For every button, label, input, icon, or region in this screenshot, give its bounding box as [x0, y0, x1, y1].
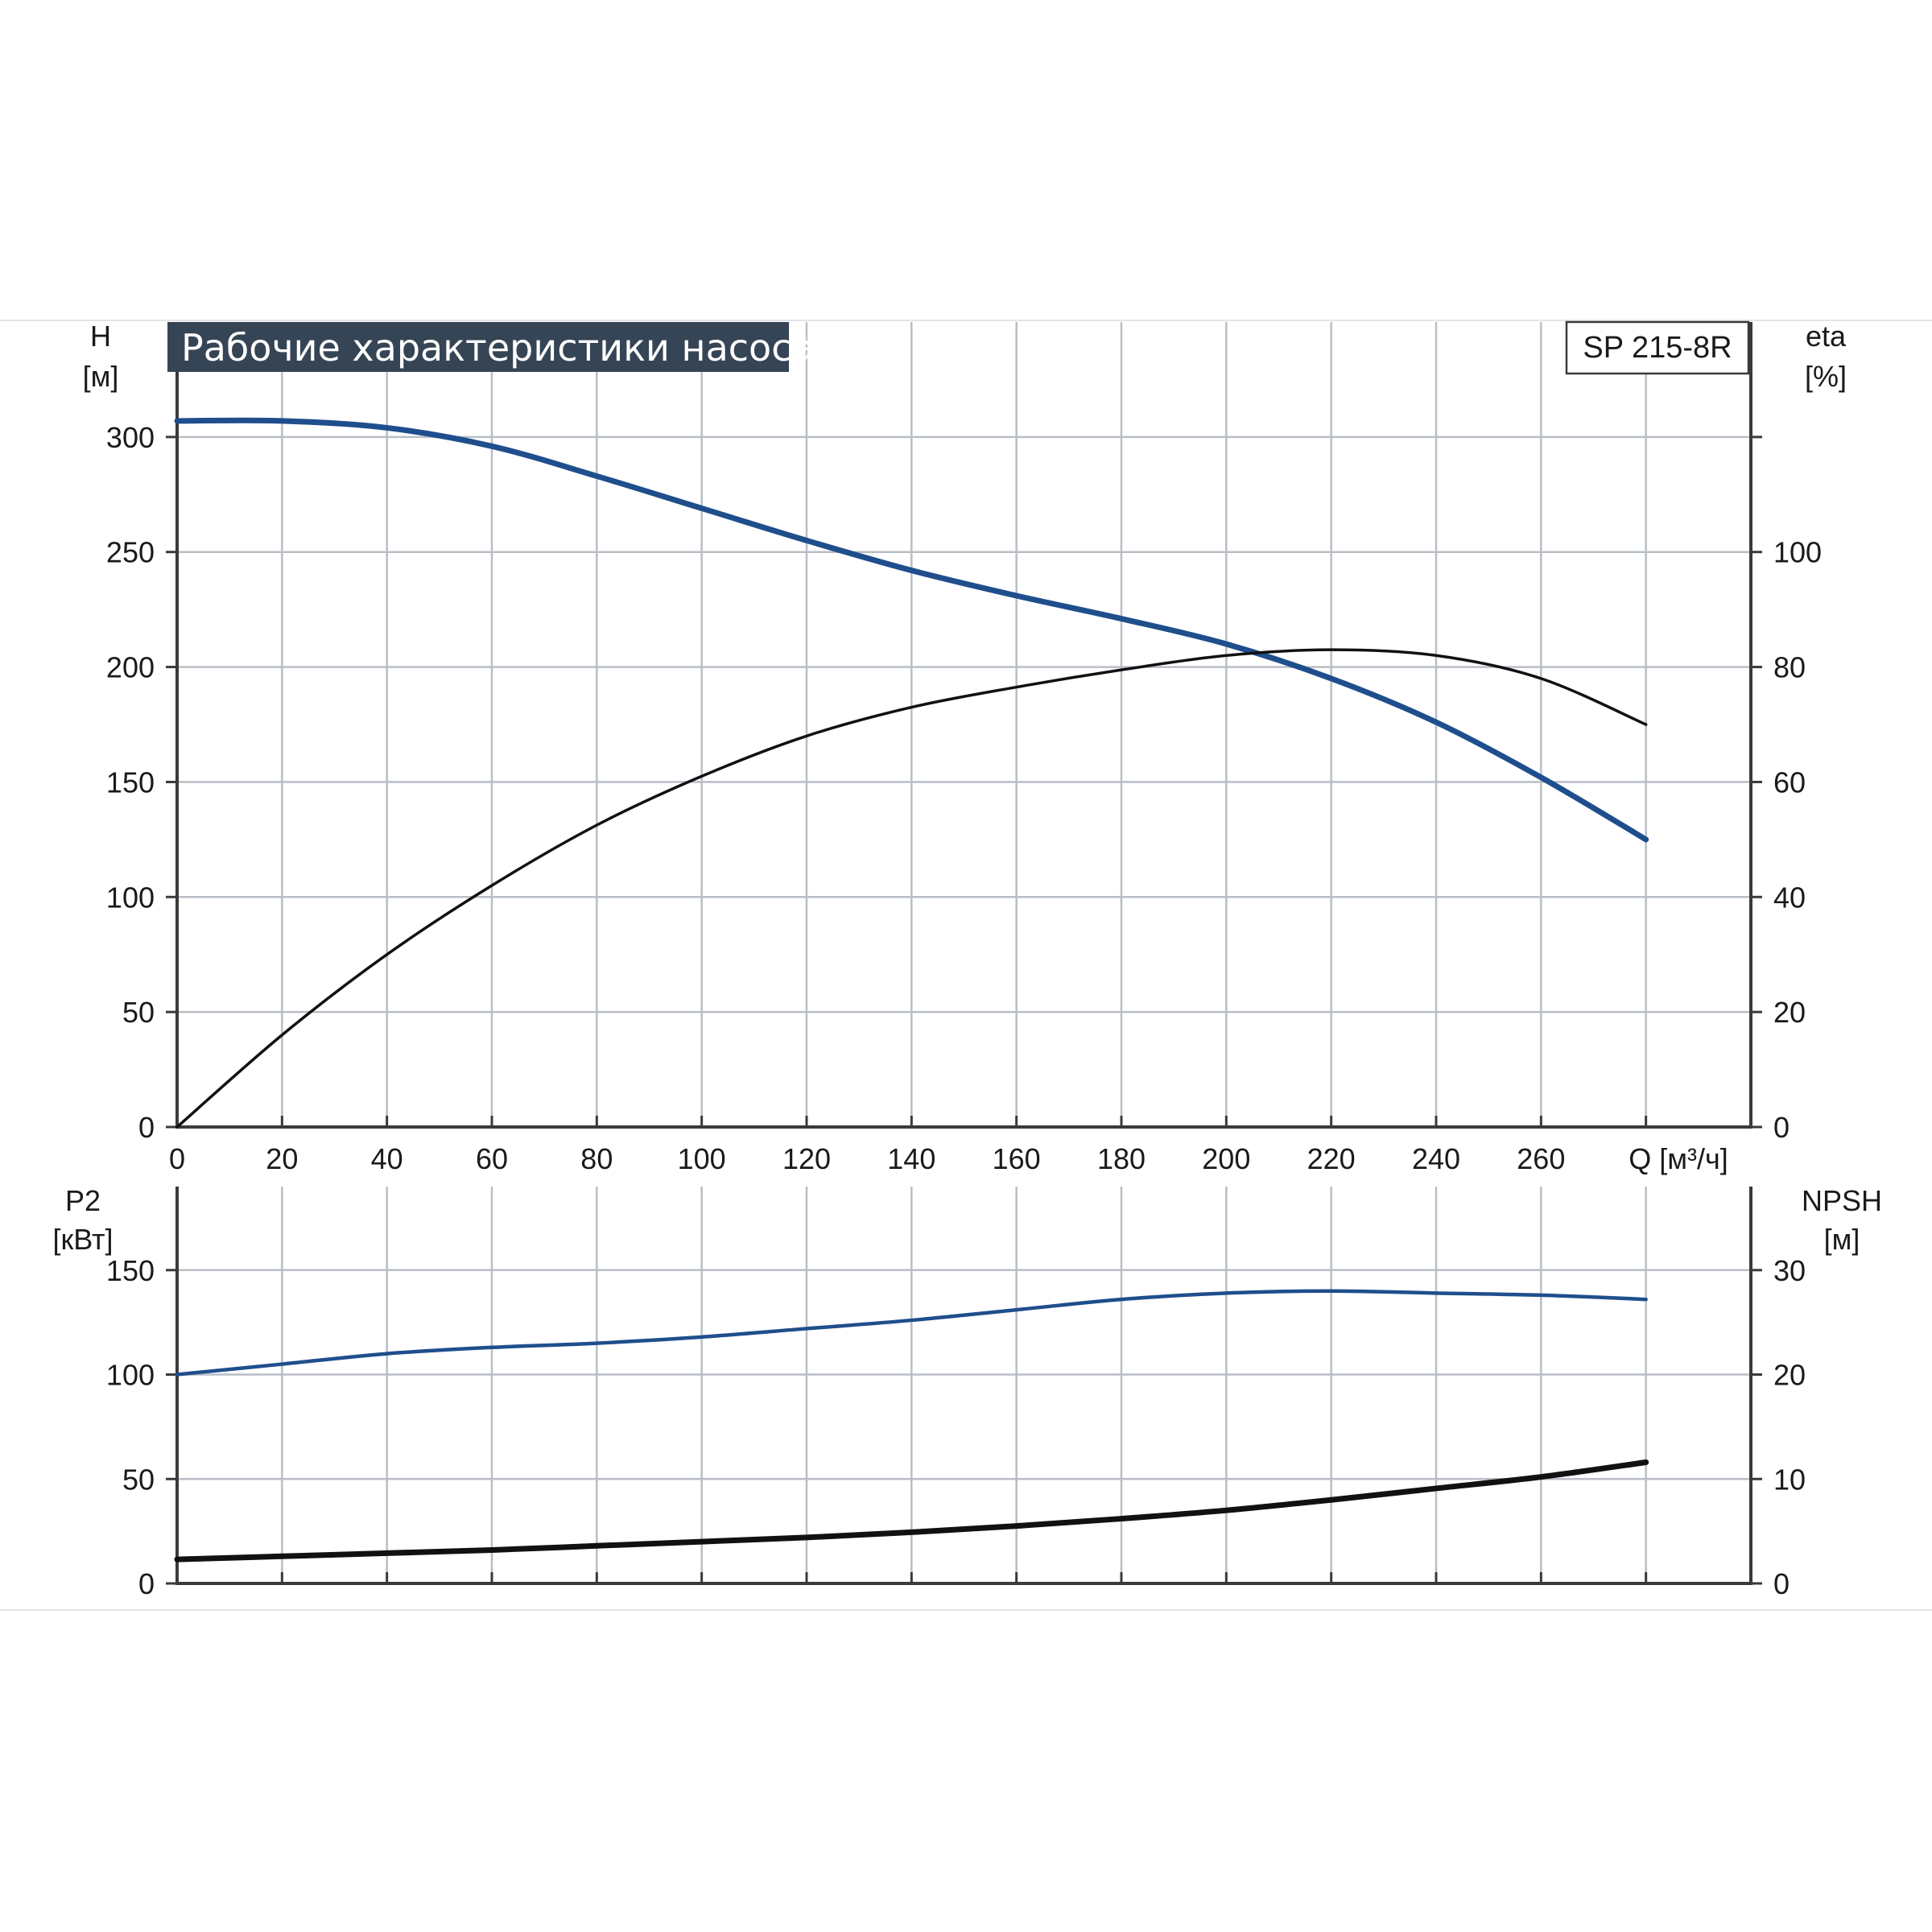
- lower-series-0-line: [175, 1289, 1648, 1377]
- x-axis-label: Q [м³/ч]: [1629, 1142, 1728, 1175]
- y-right-label-upper: eta: [1806, 320, 1847, 353]
- upper-left-tick-label: 200: [106, 651, 155, 684]
- upper-series-0-line: [174, 417, 1649, 843]
- model-box: [1565, 320, 1750, 375]
- chart-title: Рабочие характеристики насоса: [181, 326, 815, 369]
- upper-series-1-line: [175, 648, 1648, 1129]
- title-badge: [167, 322, 789, 372]
- lower-right-tick-label: 20: [1773, 1359, 1806, 1392]
- upper-left-tick-label: 250: [106, 536, 155, 569]
- x-tick-label: 200: [1202, 1142, 1250, 1175]
- y-right-unit-lower: [м]: [1824, 1223, 1860, 1256]
- lower-left-tick-label: 100: [106, 1359, 155, 1392]
- upper-right-tick-label: 40: [1773, 881, 1806, 914]
- y-left-unit-lower: [кВт]: [52, 1223, 113, 1256]
- x-tick-label: 0: [169, 1142, 185, 1175]
- upper-right-tick-label: 60: [1773, 766, 1806, 799]
- lower-left-tick-label: 150: [106, 1254, 155, 1287]
- upper-right-tick-label: 100: [1773, 536, 1822, 569]
- x-tick-label: 100: [678, 1142, 726, 1175]
- x-tick-label: 80: [580, 1142, 613, 1175]
- x-tick-label: 60: [476, 1142, 508, 1175]
- upper-grid: [166, 322, 1762, 1129]
- upper-series: [174, 417, 1649, 1129]
- x-tick-label: 140: [887, 1142, 935, 1175]
- y-left-label-upper: H: [90, 320, 111, 353]
- tick-labels: 0501001502002503000204060801000501001500…: [106, 421, 1822, 1600]
- x-tick-label: 180: [1097, 1142, 1146, 1175]
- upper-frame: [175, 322, 1752, 1129]
- x-tick-label: 260: [1517, 1142, 1565, 1175]
- upper-left-tick-label: 300: [106, 421, 155, 454]
- lower-grid: [166, 1187, 1762, 1585]
- upper-left-tick-label: 150: [106, 766, 155, 799]
- model-label: SP 215-8R: [1583, 331, 1732, 365]
- upper-left-tick-label: 50: [122, 996, 155, 1029]
- x-tick-label: 160: [993, 1142, 1041, 1175]
- lower-left-tick-label: 50: [122, 1463, 155, 1496]
- lower-right-tick-label: 30: [1773, 1254, 1806, 1287]
- lower-series-1-line: [174, 1459, 1649, 1563]
- x-tick-label: 20: [266, 1142, 298, 1175]
- y-right-label-lower: NPSH: [1802, 1184, 1882, 1217]
- x-tick-label: 40: [371, 1142, 403, 1175]
- x-tick-label: 240: [1412, 1142, 1460, 1175]
- y-right-unit-upper: [%]: [1805, 360, 1847, 393]
- x-tick-label: 220: [1307, 1142, 1356, 1175]
- lower-right-tick-label: 10: [1773, 1463, 1806, 1496]
- lower-right-tick-label: 0: [1773, 1567, 1790, 1600]
- upper-right-tick-label: 20: [1773, 996, 1806, 1029]
- x-tick-label: 120: [782, 1142, 831, 1175]
- y-left-unit-upper: [м]: [83, 360, 119, 393]
- upper-right-tick-label: 80: [1773, 651, 1806, 684]
- lower-frame: [175, 1187, 1752, 1585]
- upper-right-tick-label: 0: [1773, 1111, 1790, 1144]
- upper-left-tick-label: 0: [138, 1111, 155, 1144]
- y-left-label-lower: P2: [65, 1184, 101, 1217]
- lower-series: [174, 1289, 1649, 1563]
- lower-left-tick-label: 0: [138, 1567, 155, 1600]
- upper-left-tick-label: 100: [106, 881, 155, 914]
